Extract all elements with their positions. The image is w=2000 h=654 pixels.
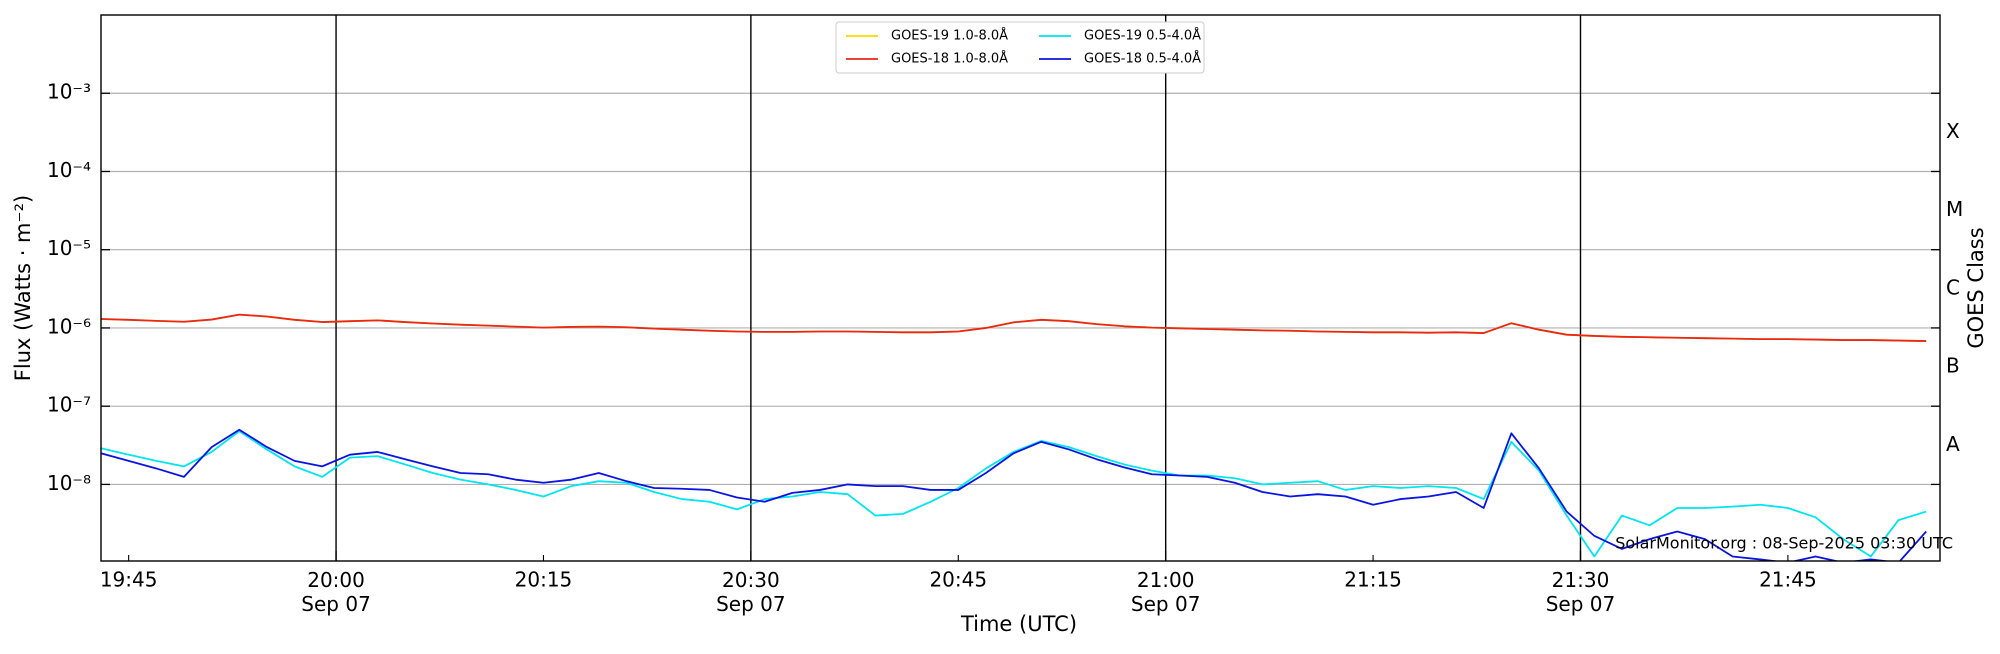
- x-tick-label: 21:00 Sep 07: [1131, 568, 1201, 616]
- x-tick-label-line: Sep 07: [1131, 592, 1201, 616]
- y-tick-label: 10⁻³: [47, 80, 91, 104]
- y2-tick-label: B: [1946, 354, 1960, 378]
- y-tick-label: 10⁻⁶: [47, 314, 91, 338]
- x-axis-label: Time (UTC): [960, 612, 1077, 636]
- legend-label: GOES-18 1.0-8.0Å: [891, 51, 1008, 67]
- x-tick-label: 20:00 Sep 07: [301, 568, 371, 616]
- x-minor-tick-label: 21:45: [1759, 568, 1817, 592]
- series-line: [101, 313, 1927, 342]
- x-minor-tick-label: 19:45: [100, 568, 158, 592]
- annotation: SolarMonitor.org : 08-Sep-2025 03:30 UTC: [1615, 534, 1953, 553]
- series-line: [101, 430, 1927, 558]
- x-tick-label-line: 20:30: [722, 568, 780, 592]
- x-minor-tick-label: 20:45: [929, 568, 987, 592]
- series-line: [101, 428, 1927, 561]
- y2-tick-label: X: [1946, 119, 1960, 143]
- x-tick-label-line: 21:30: [1552, 568, 1610, 592]
- y-tick-label: 10⁻⁷: [47, 393, 91, 417]
- y-axis-label: Flux (Watts · m⁻²): [11, 195, 35, 381]
- plot-lines: [101, 313, 1927, 561]
- plot-frame: [100, 14, 1941, 562]
- y2-tick-label: C: [1946, 275, 1960, 299]
- x-minor-tick-label: 20:15: [515, 568, 573, 592]
- x-tick-label-line: 21:00: [1137, 568, 1195, 592]
- x-minor-tick-label: 21:15: [1344, 568, 1402, 592]
- x-tick-label-line: 20:00: [307, 568, 365, 592]
- x-tick-label: 20:30 Sep 07: [716, 568, 786, 616]
- x-tick-label-line: Sep 07: [716, 592, 786, 616]
- y-tick-label: 10⁻⁸: [47, 471, 91, 495]
- x-tick-label: 21:30 Sep 07: [1546, 568, 1616, 616]
- y2-tick-label: M: [1946, 197, 1963, 221]
- x-tick-label-line: Sep 07: [301, 592, 371, 616]
- y-tick-label: 10⁻⁴: [47, 158, 91, 182]
- legend-label: GOES-19 1.0-8.0Å: [891, 28, 1008, 44]
- legend-label: GOES-19 0.5-4.0Å: [1084, 28, 1201, 44]
- legend-label: GOES-18 0.5-4.0Å: [1084, 51, 1201, 67]
- y-tick-label: 10⁻⁵: [47, 236, 91, 260]
- x-tick-label-line: Sep 07: [1546, 592, 1616, 616]
- legend-box: [835, 21, 1205, 74]
- y2-axis-label: GOES Class: [1964, 227, 1988, 348]
- y2-tick-label: A: [1946, 432, 1960, 456]
